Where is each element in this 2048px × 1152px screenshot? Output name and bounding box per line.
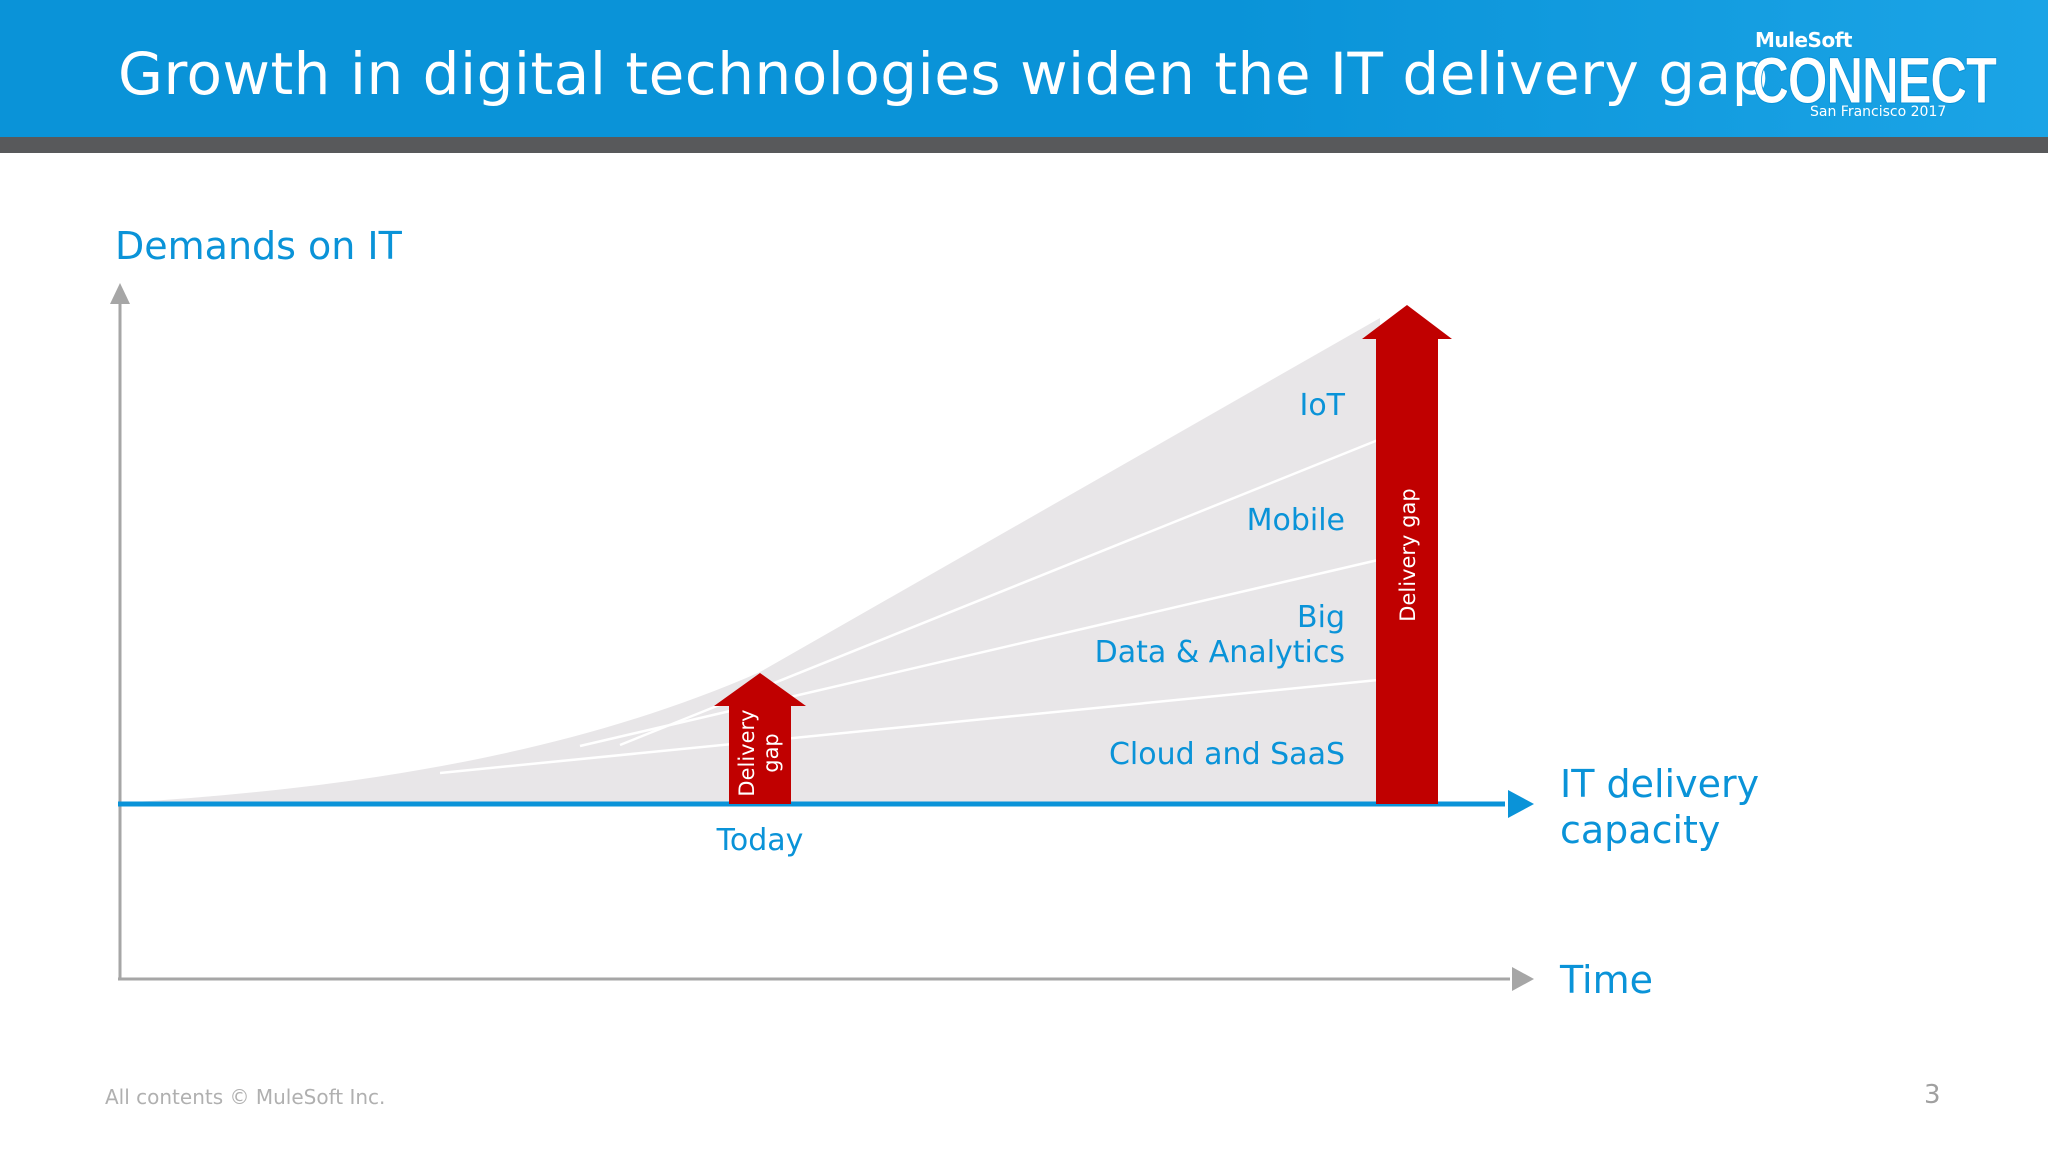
y-axis-arrowhead (110, 283, 130, 304)
logo-event: CONNECT (1752, 43, 1998, 118)
mulesoft-connect-logo: MuleSoft CONNECT San Francisco 2017 (1752, 28, 1998, 124)
demand-wedge (120, 318, 1380, 803)
baseline-label-line1: IT delivery (1560, 762, 1759, 806)
layer-separator-bigdata-cloud (439, 678, 1379, 775)
logo-location: San Francisco 2017 (1810, 104, 1947, 120)
header-divider (0, 137, 2048, 153)
delivery-gap-large-arrow (1362, 305, 1452, 804)
x-axis-arrowhead (1512, 967, 1534, 991)
logo-brand: MuleSoft (1755, 28, 1852, 52)
page-number: 3 (1924, 1080, 1941, 1110)
gap-small-label-line1: Delivery (735, 709, 759, 796)
gap-large-label: Delivery gap (1396, 488, 1420, 621)
layer-separator-mobile-bigdata (579, 558, 1379, 748)
layer-label-bigdata-line2: Data & Analytics (1095, 635, 1345, 670)
layer-label-bigdata-line1: Big (1297, 600, 1345, 635)
y-axis-label: Demands on IT (115, 224, 403, 268)
today-label: Today (716, 823, 804, 858)
gap-small-label-line2: gap (759, 733, 783, 773)
slide-title: Growth in digital technologies widen the… (118, 40, 1769, 108)
footer-copyright: All contents © MuleSoft Inc. (105, 1085, 386, 1109)
delivery-gap-small-arrow (714, 673, 806, 804)
header-banner (0, 0, 2048, 137)
baseline-label-line2: capacity (1560, 808, 1720, 852)
x-axis-label: Time (1559, 958, 1653, 1002)
layer-label-cloud: Cloud and SaaS (1109, 737, 1345, 772)
layer-label-iot: IoT (1299, 388, 1345, 423)
it-capacity-arrowhead (1508, 790, 1534, 818)
layer-label-mobile: Mobile (1247, 503, 1345, 538)
